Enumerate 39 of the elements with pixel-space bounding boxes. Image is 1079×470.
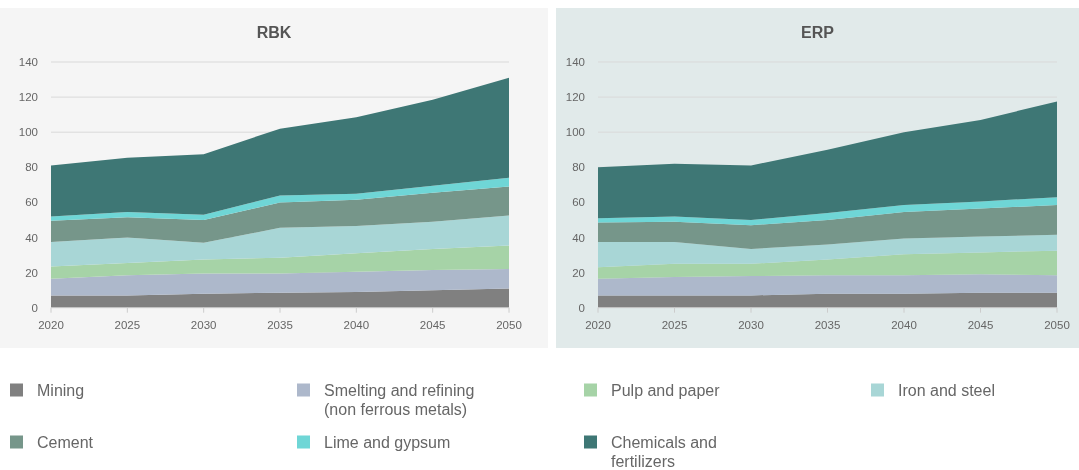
y-tick-label: 140 xyxy=(18,56,38,68)
y-tick-label: 40 xyxy=(25,231,38,244)
x-tick-label: 2030 xyxy=(738,319,764,331)
legend-label: Mining xyxy=(37,381,85,399)
legend-label: Lime and gypsum xyxy=(324,433,451,451)
y-tick-label: 120 xyxy=(18,91,38,104)
x-tick-label: 2050 xyxy=(1044,319,1070,331)
x-tick-label: 2020 xyxy=(38,319,64,331)
legend-label: Smelting and refining (non ferrous metals) xyxy=(324,381,475,418)
y-tick-label: 20 xyxy=(25,266,38,279)
chart-title: ERP xyxy=(801,24,835,41)
y-tick-label: 100 xyxy=(18,126,38,139)
y-tick-label: 100 xyxy=(565,126,585,139)
y-tick-label: 40 xyxy=(572,231,585,244)
x-tick-label: 2040 xyxy=(343,319,370,331)
legend-label: Cement xyxy=(37,433,94,451)
x-tick-label: 2030 xyxy=(190,319,217,331)
y-tick-label: 80 xyxy=(25,161,38,174)
y-tick-label: 60 xyxy=(25,196,38,209)
x-tick-label: 2045 xyxy=(419,319,446,331)
x-tick-label: 2020 xyxy=(585,319,611,331)
y-tick-label: 0 xyxy=(578,301,585,314)
legend-label: Chemicals and fertilizers xyxy=(611,433,717,470)
x-tick-label: 2045 xyxy=(967,319,994,331)
x-tick-label: 2050 xyxy=(496,319,522,331)
legend-label: Pulp and paper xyxy=(611,381,721,399)
x-tick-label: 2035 xyxy=(814,319,841,331)
x-tick-label: 2025 xyxy=(114,319,141,331)
y-tick-label: 60 xyxy=(572,196,585,209)
legend-label: Iron and steel xyxy=(898,381,995,399)
chart-title: RBK xyxy=(256,24,292,41)
y-tick-label: 140 xyxy=(565,56,585,68)
x-tick-label: 2040 xyxy=(891,319,917,331)
y-tick-label: 0 xyxy=(31,301,38,314)
x-tick-label: 2035 xyxy=(267,319,293,331)
y-tick-label: 120 xyxy=(565,91,585,104)
y-tick-label: 80 xyxy=(572,161,585,174)
y-tick-label: 20 xyxy=(572,266,585,279)
x-tick-label: 2025 xyxy=(661,319,688,331)
